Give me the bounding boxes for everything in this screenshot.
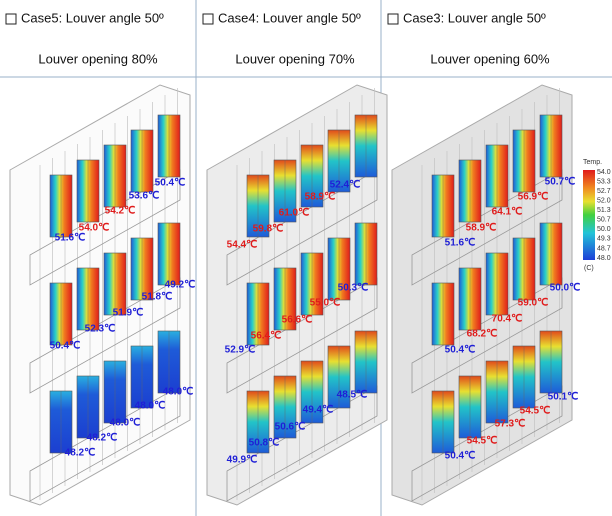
panel-title: Case3: Louver angle 50º [403,10,546,25]
temperature-label: 54.5℃ [467,436,498,447]
temperature-label: 50.8℃ [249,438,280,449]
temperature-label: 51.8℃ [142,292,173,303]
legend-tick: 54.0 [597,169,611,176]
legend-tick: 53.3 [597,178,611,185]
temperature-label: 54.2℃ [105,206,136,217]
temperature-label: 70.4℃ [492,314,523,325]
temperature-label: 50.4℃ [155,178,186,189]
temperature-label: 56.6℃ [282,315,313,326]
temperature-label: 58.9℃ [305,192,336,203]
temperature-label: 61.0℃ [279,208,310,219]
legend-unit: (C) [584,265,594,272]
temperature-label: 50.4℃ [445,345,476,356]
temperature-label: 50.4℃ [50,341,81,352]
temperature-label: 52.3℃ [85,324,116,335]
temperature-label: 48.0℃ [135,401,166,412]
panel-subtitle: Louver opening 60% [430,51,550,66]
render [207,85,387,505]
temperature-label: 50.4℃ [445,451,476,462]
temperature-label: 56.4℃ [251,331,282,342]
temperature-label: 52.9℃ [225,345,256,356]
temperature-label: 56.9℃ [518,192,549,203]
legend-title: Temp. [583,159,602,166]
legend-tick: 52.7 [597,188,611,195]
legend-tick: 48.0 [597,255,611,262]
temperature-label: 51.6℃ [445,238,476,249]
temperature-label: 50.7℃ [545,177,576,188]
temperature-label: 58.9℃ [466,223,497,234]
legend-tick: 48.7 [597,245,611,252]
temperature-label: 51.9℃ [113,308,144,319]
temperature-label: 55.0℃ [310,298,341,309]
temperature-label: 54.4℃ [227,240,258,251]
color-scale [583,170,595,260]
panel-subtitle: Louver opening 70% [235,51,355,66]
legend-tick: 52.0 [597,198,611,205]
temperature-label: 68.2℃ [467,329,498,340]
checkbox [6,14,16,24]
temperature-label: 49.2℃ [165,280,196,291]
temperature-label: 49.9℃ [227,455,258,466]
temperature-label: 51.6℃ [55,233,86,244]
temperature-label: 49.4℃ [303,405,334,416]
temperature-label: 50.3℃ [338,283,369,294]
temperature-label: 59.8℃ [253,224,284,235]
legend-tick: 51.3 [597,207,611,214]
temperature-label: 53.6℃ [129,191,160,202]
checkbox [203,14,213,24]
temperature-label: 52.4℃ [330,180,361,191]
figure: Case5: Louver angle 50º Louver opening 80… [0,0,612,516]
temperature-label: 48.0℃ [163,387,194,398]
temperature-label: 50.0℃ [550,283,581,294]
legend-tick: 50.7 [597,217,611,224]
temperature-label: 50.1℃ [548,392,579,403]
panel-title: Case5: Louver angle 50º [21,10,164,25]
temperature-label: 48.2℃ [87,433,118,444]
temperature-label: 50.6℃ [275,422,306,433]
temperature-label: 57.3℃ [495,419,526,430]
temperature-label: 64.1℃ [492,207,523,218]
legend-tick: 49.3 [597,236,611,243]
legend-tick: 50.0 [597,226,611,233]
panel-subtitle: Louver opening 80% [38,51,158,66]
temperature-label: 48.2℃ [65,448,96,459]
temperature-label: 59.0℃ [518,298,549,309]
temperature-label: 48.0℃ [110,418,141,429]
temperature-label: 48.5℃ [337,390,368,401]
temperature-label: 54.5℃ [520,406,551,417]
checkbox [388,14,398,24]
panel-title: Case4: Louver angle 50º [218,10,361,25]
